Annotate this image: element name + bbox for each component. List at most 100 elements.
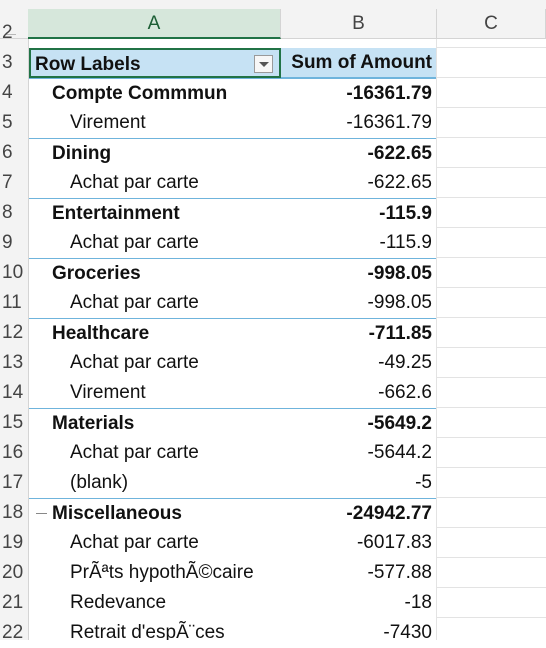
row-labels-header-cell[interactable]: Row Labels: [29, 48, 281, 78]
column-header-a[interactable]: A: [28, 9, 281, 39]
item-label-cell[interactable]: (blank): [70, 472, 129, 493]
empty-cell[interactable]: [436, 528, 546, 558]
item-label-cell[interactable]: Achat par carte: [70, 172, 199, 193]
empty-cell[interactable]: [436, 168, 546, 198]
table-row: [29, 39, 546, 48]
collapse-minus-icon[interactable]: [36, 513, 47, 514]
empty-cell[interactable]: [436, 348, 546, 378]
item-label-cell[interactable]: Virement: [70, 112, 146, 133]
group-total-cell[interactable]: -998.05: [281, 258, 436, 288]
row-header[interactable]: 14: [2, 382, 24, 403]
item-label-cell[interactable]: Virement: [70, 382, 146, 403]
item-value-cell[interactable]: -115.9: [379, 232, 432, 253]
empty-cell[interactable]: [436, 618, 546, 640]
group-total-cell[interactable]: -711.85: [281, 318, 436, 348]
item-value-cell[interactable]: -7430: [383, 622, 432, 640]
row-header[interactable]: 9: [2, 232, 13, 253]
row-header[interactable]: 16: [2, 442, 24, 463]
empty-cell[interactable]: [436, 498, 546, 528]
row-header[interactable]: 12: [2, 322, 24, 343]
row-header[interactable]: 7: [2, 172, 13, 193]
column-header-row: A B C: [0, 9, 546, 39]
item-label-cell[interactable]: Achat par carte: [70, 292, 199, 313]
item-value-cell[interactable]: -6017.83: [356, 532, 432, 553]
item-value-cell[interactable]: -16361.79: [346, 112, 432, 133]
item-value-cell[interactable]: -662.6: [378, 382, 432, 403]
item-value-cell[interactable]: -622.65: [367, 172, 432, 193]
pivot-item-row: Redevance -18: [29, 588, 546, 618]
empty-cell[interactable]: [436, 198, 546, 228]
pivot-item-row: Achat par carte -622.65: [29, 168, 546, 198]
item-label-cell[interactable]: PrÃªts hypothÃ©caire: [70, 562, 254, 583]
row-header[interactable]: 19: [2, 532, 24, 553]
empty-cell[interactable]: [436, 318, 546, 348]
empty-cell[interactable]: [436, 438, 546, 468]
pivot-group-row: Dining -622.65: [29, 138, 546, 168]
group-label-cell[interactable]: Compte Commmun: [29, 78, 281, 108]
empty-cell[interactable]: [436, 588, 546, 618]
group-label-cell[interactable]: Materials: [29, 408, 281, 438]
item-value-cell[interactable]: -577.88: [367, 562, 432, 583]
pivot-group-row: Healthcare -711.85: [29, 318, 546, 348]
row-header[interactable]: 20: [2, 562, 24, 583]
group-total-cell[interactable]: -622.65: [281, 138, 436, 168]
group-label-cell[interactable]: Healthcare: [29, 318, 281, 348]
group-total-cell[interactable]: -24942.77: [281, 498, 436, 528]
group-label-cell[interactable]: Dining: [29, 138, 281, 168]
empty-cell[interactable]: [436, 468, 546, 498]
item-label-cell[interactable]: Achat par carte: [70, 232, 199, 253]
item-label-cell[interactable]: Achat par carte: [70, 352, 199, 373]
row-header[interactable]: 4: [2, 82, 13, 103]
row-header[interactable]: 17: [2, 472, 24, 493]
row-header[interactable]: 8: [2, 202, 13, 223]
pivot-item-row: PrÃªts hypothÃ©caire -577.88: [29, 558, 546, 588]
item-label-cell[interactable]: Achat par carte: [70, 532, 199, 553]
row-headers: 2 3 4 5 6 7 8 9 10 11 12 13 14 15 16 17 …: [0, 22, 29, 643]
empty-cell[interactable]: [436, 78, 546, 108]
empty-cell[interactable]: [436, 228, 546, 258]
group-total-cell[interactable]: -16361.79: [281, 78, 436, 108]
pivot-group-row: Compte Commmun -16361.79: [29, 78, 546, 108]
empty-cell[interactable]: [436, 558, 546, 588]
row-header[interactable]: 13: [2, 352, 24, 373]
group-label-cell[interactable]: Groceries: [29, 258, 281, 288]
row-header[interactable]: 3: [2, 52, 13, 73]
item-label-cell[interactable]: Retrait d'espÃ¨ces: [70, 622, 225, 640]
empty-cell[interactable]: [436, 258, 546, 288]
group-label-cell[interactable]: Miscellaneous: [29, 498, 281, 528]
item-label-cell[interactable]: Redevance: [70, 592, 167, 613]
column-header-c[interactable]: C: [437, 9, 546, 38]
row-header[interactable]: 5: [2, 112, 13, 133]
sum-of-amount-header[interactable]: Sum of Amount: [281, 48, 436, 78]
empty-cell[interactable]: [436, 288, 546, 318]
empty-cell[interactable]: [436, 39, 546, 48]
empty-cell[interactable]: [436, 108, 546, 138]
pivot-group-row: Groceries -998.05: [29, 258, 546, 288]
row-header[interactable]: 21: [2, 592, 24, 613]
group-total-cell[interactable]: -5649.2: [281, 408, 436, 438]
item-value-cell[interactable]: -18: [404, 592, 432, 613]
group-label-cell[interactable]: Entertainment: [29, 198, 281, 228]
row-header[interactable]: 18: [2, 502, 24, 523]
row-header[interactable]: 6: [2, 142, 13, 163]
group-total-cell[interactable]: -115.9: [281, 198, 436, 228]
pivot-group-row: Miscellaneous -24942.77: [29, 498, 546, 528]
empty-cell[interactable]: [436, 408, 546, 438]
row-header[interactable]: 22: [2, 622, 24, 643]
pivot-item-row: Achat par carte -49.25: [29, 348, 546, 378]
item-value-cell[interactable]: -5644.2: [367, 442, 432, 463]
empty-cell[interactable]: [436, 138, 546, 168]
select-all-corner[interactable]: [0, 9, 28, 38]
item-label-cell[interactable]: Achat par carte: [70, 442, 199, 463]
row-header[interactable]: 10: [2, 262, 24, 283]
item-value-cell[interactable]: -49.25: [378, 352, 432, 373]
row-header[interactable]: 15: [2, 412, 24, 433]
empty-cell[interactable]: [436, 378, 546, 408]
column-header-b[interactable]: B: [281, 9, 437, 38]
filter-dropdown-button[interactable]: [254, 55, 273, 73]
row-header[interactable]: 11: [2, 292, 22, 313]
item-value-cell[interactable]: -998.05: [367, 292, 432, 313]
item-value-cell[interactable]: -5: [415, 472, 432, 493]
empty-cell[interactable]: [436, 48, 546, 78]
row-header[interactable]: 2: [2, 22, 13, 43]
